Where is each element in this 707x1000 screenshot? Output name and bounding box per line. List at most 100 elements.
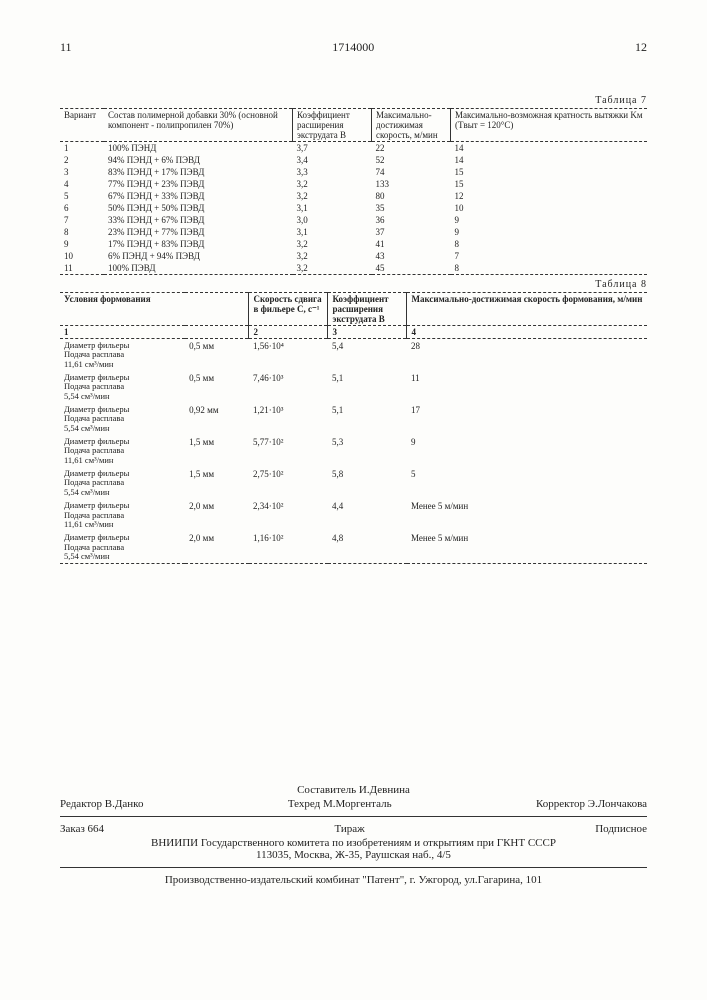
table7-cell: 100% ПЭНД <box>104 142 293 155</box>
editor: Редактор В.Данко <box>60 798 143 810</box>
table7-cell: 3,2 <box>293 262 372 275</box>
table7-row: 383% ПЭНД + 17% ПЭВД3,37415 <box>60 166 647 178</box>
t8-conditions: Диаметр фильерыПодача расплава11,61 см³/… <box>60 435 185 467</box>
t8-c4: 5 <box>407 467 647 499</box>
t8-conditions: Диаметр фильерыПодача расплава5,54 см³/м… <box>60 467 185 499</box>
table8-row: Диаметр фильерыПодача расплава11,61 см³/… <box>60 499 647 531</box>
t8-c2: 1,21·10³ <box>249 403 328 435</box>
t8-conditions: Диаметр фильерыПодача расплава11,61 см³/… <box>60 339 185 372</box>
t8-c2: 2,34·10² <box>249 499 328 531</box>
table7-row: 567% ПЭНД + 33% ПЭВД3,28012 <box>60 190 647 202</box>
table7-cell: 3,2 <box>293 250 372 262</box>
table7-cell: 133 <box>372 178 451 190</box>
t8-c4: 9 <box>407 435 647 467</box>
table7-cell: 45 <box>372 262 451 275</box>
table7-cell: 35 <box>372 202 451 214</box>
vniipi: ВНИИПИ Государственного комитета по изоб… <box>60 837 647 849</box>
table7-cell: 22 <box>372 142 451 155</box>
table7-cell: 9 <box>451 214 648 226</box>
t8-c3: 4,4 <box>328 499 407 531</box>
table7-title: Таблица 7 <box>60 95 647 106</box>
table8-row: Диаметр фильерыПодача расплава11,61 см³/… <box>60 339 647 372</box>
t8-num3: 4 <box>407 326 647 339</box>
table7-cell: 3,1 <box>293 202 372 214</box>
table8-row: Диаметр фильерыПодача расплава11,61 см³/… <box>60 435 647 467</box>
addr: 113035, Москва, Ж-35, Раушская наб., 4/5 <box>60 849 647 861</box>
table7-cell: 80 <box>372 190 451 202</box>
t8-c4: 11 <box>407 371 647 403</box>
t8-col1: Скорость сдвига в фильере С, с⁻¹ <box>249 293 328 326</box>
table7-cell: 3,4 <box>293 154 372 166</box>
table8-row: Диаметр фильерыПодача расплава5,54 см³/м… <box>60 403 647 435</box>
table7-cell: 17% ПЭНД + 83% ПЭВД <box>104 238 293 250</box>
page-right: 12 <box>635 40 647 55</box>
table7-row: 917% ПЭНД + 83% ПЭВД3,2418 <box>60 238 647 250</box>
table7-cell: 67% ПЭНД + 33% ПЭВД <box>104 190 293 202</box>
table8-row: Диаметр фильерыПодача расплава5,54 см³/м… <box>60 371 647 403</box>
table7-cell: 37 <box>372 226 451 238</box>
table8-row: Диаметр фильерыПодача расплава5,54 см³/м… <box>60 467 647 499</box>
order: Заказ 664 <box>60 823 104 835</box>
patent: Производственно-издательский комбинат "П… <box>60 874 647 886</box>
t8-conditions: Диаметр фильерыПодача расплава5,54 см³/м… <box>60 403 185 435</box>
table7-row: 1100% ПЭНД3,72214 <box>60 142 647 155</box>
table8: Условия формования Скорость сдвига в фил… <box>60 292 647 564</box>
table7-cell: 11 <box>60 262 104 275</box>
t8-c4: 28 <box>407 339 647 372</box>
table7-cell: 74 <box>372 166 451 178</box>
t8-diam: 1,5 мм <box>185 467 249 499</box>
table7-cell: 15 <box>451 166 648 178</box>
table7-cell: 3,1 <box>293 226 372 238</box>
table7-cell: 2 <box>60 154 104 166</box>
tech: Техред М.Моргенталь <box>288 798 392 810</box>
table7-cell: 3,7 <box>293 142 372 155</box>
footer: Составитель И.Девнина Редактор В.Данко Т… <box>60 784 647 886</box>
table7-cell: 36 <box>372 214 451 226</box>
table7-row: 650% ПЭНД + 50% ПЭВД3,13510 <box>60 202 647 214</box>
table7-cell: 100% ПЭВД <box>104 262 293 275</box>
t8-col3: Максимально-достижимая скорость формован… <box>407 293 647 326</box>
table7-cell: 23% ПЭНД + 77% ПЭВД <box>104 226 293 238</box>
table7-row: 733% ПЭНД + 67% ПЭВД3,0369 <box>60 214 647 226</box>
table7-cell: 3,2 <box>293 178 372 190</box>
table7-cell: 3,3 <box>293 166 372 178</box>
t8-c4: 17 <box>407 403 647 435</box>
table7-cell: 8 <box>451 262 648 275</box>
table7-cell: 3,2 <box>293 190 372 202</box>
table7: Вариант Состав полимерной добавки 30% (о… <box>60 108 647 275</box>
table7-cell: 4 <box>60 178 104 190</box>
table7-cell: 8 <box>60 226 104 238</box>
t7-col0: Вариант <box>60 109 104 142</box>
t8-c4: Менее 5 м/мин <box>407 531 647 564</box>
t8-c3: 4,8 <box>328 531 407 564</box>
t8-conditions: Диаметр фильерыПодача расплава11,61 см³/… <box>60 499 185 531</box>
table7-cell: 83% ПЭНД + 17% ПЭВД <box>104 166 293 178</box>
t8-num0: 1 <box>60 326 249 339</box>
table7-cell: 14 <box>451 142 648 155</box>
table7-cell: 6 <box>60 202 104 214</box>
table7-cell: 41 <box>372 238 451 250</box>
page-left: 11 <box>60 40 72 55</box>
t8-c3: 5,1 <box>328 403 407 435</box>
table7-cell: 14 <box>451 154 648 166</box>
table7-row: 823% ПЭНД + 77% ПЭВД3,1379 <box>60 226 647 238</box>
table7-cell: 9 <box>60 238 104 250</box>
t8-c2: 5,77·10² <box>249 435 328 467</box>
t8-c3: 5,8 <box>328 467 407 499</box>
t8-col0: Условия формования <box>60 293 249 326</box>
tirazh: Тираж <box>334 823 364 835</box>
table7-cell: 94% ПЭНД + 6% ПЭВД <box>104 154 293 166</box>
table7-cell: 15 <box>451 178 648 190</box>
table7-row: 477% ПЭНД + 23% ПЭВД3,213315 <box>60 178 647 190</box>
table8-row: Диаметр фильерыПодача расплава5,54 см³/м… <box>60 531 647 564</box>
table7-cell: 77% ПЭНД + 23% ПЭВД <box>104 178 293 190</box>
table7-row: 106% ПЭНД + 94% ПЭВД3,2437 <box>60 250 647 262</box>
t8-diam: 0,92 мм <box>185 403 249 435</box>
table7-cell: 8 <box>451 238 648 250</box>
t7-col4: Максимально-возможная кратность вытяжки … <box>451 109 648 142</box>
page-header: 11 1714000 12 <box>60 40 647 55</box>
table7-cell: 3,0 <box>293 214 372 226</box>
table7-cell: 7 <box>60 214 104 226</box>
t8-diam: 2,0 мм <box>185 499 249 531</box>
table7-cell: 43 <box>372 250 451 262</box>
